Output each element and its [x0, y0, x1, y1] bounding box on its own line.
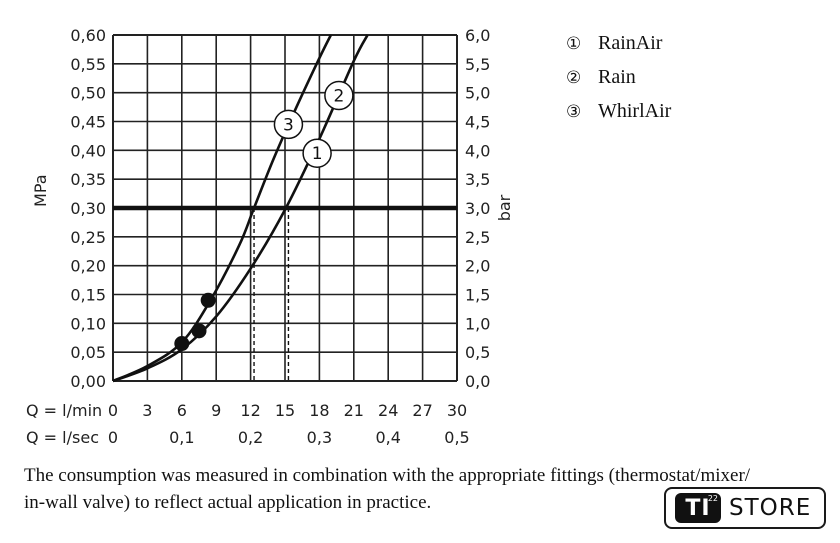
x-row2-tick: 0,2: [238, 428, 263, 447]
legend-marker: ②: [566, 68, 581, 88]
x-row1-tick: 27: [412, 401, 432, 420]
ti-logo-mark: TI 22: [675, 493, 721, 523]
y-tick-left: 0,00: [70, 372, 106, 391]
caption-line-2: in-wall valve) to reflect actual applica…: [24, 492, 432, 513]
x-row1-tick: 3: [142, 401, 152, 420]
y-tick-right: 2,5: [465, 228, 490, 247]
y-tick-right: 2,0: [465, 257, 490, 276]
curve-label-circle-1: [302, 138, 332, 168]
y-tick-left: 0,50: [70, 84, 106, 103]
y-tick-right: 3,0: [465, 199, 490, 218]
y-tick-right: 5,0: [465, 84, 490, 103]
x-row1-tick: 18: [309, 401, 329, 420]
store-badge: TI 22 STORE: [664, 487, 826, 529]
series-curve-whirlair: [112, 34, 333, 383]
y-tick-left: 0,40: [70, 141, 106, 160]
x-row1-tick: 12: [240, 401, 260, 420]
legend-marker: ①: [566, 34, 581, 54]
legend-label: Rain: [598, 66, 636, 88]
y-axis-title-right: bar: [495, 194, 514, 221]
pressure-flow-chart: 1230,600,550,500,450,400,350,300,250,200…: [26, 26, 672, 447]
y-tick-right: 0,5: [465, 343, 490, 362]
caption-line-1: The consumption was measured in combinat…: [24, 465, 751, 486]
data-dot: [200, 292, 216, 308]
data-dot: [174, 336, 190, 352]
x-row2-tick: 0,4: [375, 428, 400, 447]
y-tick-right: 0,0: [465, 372, 490, 391]
store-label: STORE: [729, 495, 812, 521]
y-tick-left: 0,55: [70, 55, 106, 74]
x-row1-tick: 6: [177, 401, 187, 420]
curve-label-2: 2: [333, 87, 344, 107]
ti-logo-text: TI: [685, 495, 711, 521]
y-tick-left: 0,15: [70, 286, 106, 305]
x-row1-tick: 9: [211, 401, 221, 420]
y-axis-title-left: MPa: [31, 174, 50, 207]
x-row2-label: Q = l/sec: [26, 428, 99, 447]
y-tick-left: 0,30: [70, 199, 106, 218]
x-row1-tick: 30: [447, 401, 467, 420]
x-row1-tick: 15: [275, 401, 295, 420]
legend-label: RainAir: [598, 32, 663, 54]
legend-marker: ③: [566, 102, 581, 122]
x-row2-tick: 0,1: [169, 428, 194, 447]
y-tick-left: 0,05: [70, 343, 106, 362]
y-tick-left: 0,35: [70, 170, 106, 189]
ti-logo-superscript: 22: [707, 494, 718, 503]
x-row1-tick: 0: [108, 401, 118, 420]
y-tick-right: 4,5: [465, 113, 490, 132]
curve-label-3: 3: [283, 115, 294, 135]
curve-label-circle-3: [273, 109, 304, 140]
y-tick-right: 6,0: [465, 26, 490, 45]
y-tick-right: 4,0: [465, 141, 490, 160]
data-dot: [191, 323, 207, 339]
y-tick-left: 0,20: [70, 257, 106, 276]
series-curve-rainair: [112, 34, 369, 383]
y-tick-left: 0,25: [70, 228, 106, 247]
y-tick-right: 5,5: [465, 55, 490, 74]
x-row2-tick: 0,3: [307, 428, 332, 447]
legend-label: WhirlAir: [598, 100, 672, 122]
curve-label-1: 1: [312, 144, 323, 164]
y-tick-right: 1,0: [465, 314, 490, 333]
caption: The consumption was measured in combinat…: [24, 462, 824, 516]
y-tick-left: 0,60: [70, 26, 106, 45]
x-row2-tick: 0,5: [444, 428, 469, 447]
x-row1-tick: 24: [378, 401, 398, 420]
curve-label-circle-2: [324, 80, 354, 111]
y-tick-right: 3,5: [465, 170, 490, 189]
y-tick-left: 0,10: [70, 314, 106, 333]
x-row1-label: Q = l/min: [26, 401, 102, 420]
y-tick-right: 1,5: [465, 286, 490, 305]
x-row1-tick: 21: [344, 401, 364, 420]
x-row2-tick: 0: [108, 428, 118, 447]
y-tick-left: 0,45: [70, 113, 106, 132]
